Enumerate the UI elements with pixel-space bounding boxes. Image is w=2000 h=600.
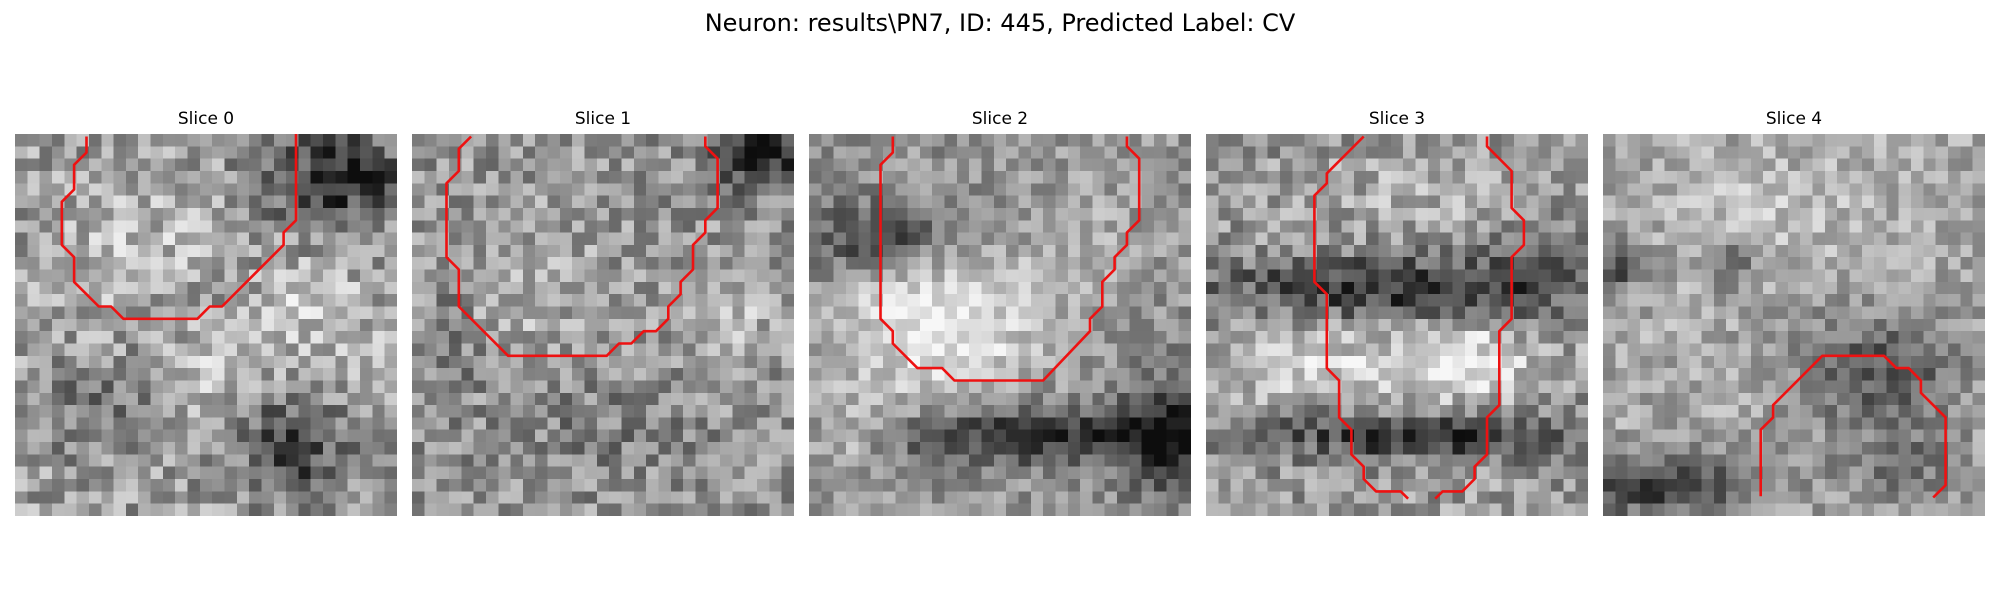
slice-2-image [809,134,1191,516]
slice-4-title: Slice 4 [1765,109,1823,129]
slice-1-title: Slice 1 [574,109,632,129]
slice-4-pixels [1603,134,1985,516]
slice-1-image [412,134,794,516]
slice-3-contour-1 [1434,136,1526,500]
slice-0-svg [15,134,397,516]
slice-1-svg [412,134,794,516]
slice-4-contour-0 [1759,354,1947,499]
slice-3-title: Slice 3 [1368,109,1426,129]
slice-2-title: Slice 2 [971,109,1029,129]
figure-title: Neuron: results\PN7, ID: 445, Predicted … [704,9,1296,37]
slice-3-contour-0 [1313,135,1410,500]
slice-3-svg [1206,134,1588,516]
slice-4-svg [1603,134,1985,516]
slice-2-contour-0 [879,136,1141,382]
slice-1-pixels [412,134,794,516]
slice-0-pixels [15,134,397,516]
slice-4-image [1603,134,1985,516]
slice-3-image [1206,134,1588,516]
slice-1-contour-0 [445,135,719,358]
slice-0-title: Slice 0 [177,109,235,129]
slice-0-image [15,134,397,516]
slice-2-svg [809,134,1191,516]
slice-3-pixels [1206,134,1588,516]
slice-0-contour-0 [60,134,298,321]
slice-2-pixels [809,134,1191,516]
